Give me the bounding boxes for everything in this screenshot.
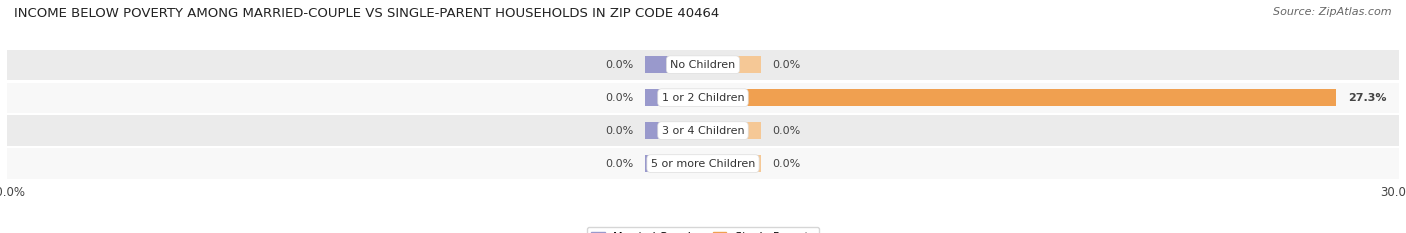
Bar [645,89,703,106]
Text: 5 or more Children: 5 or more Children [651,159,755,169]
Text: 1 or 2 Children: 1 or 2 Children [662,93,744,103]
Bar [703,122,761,139]
Bar [703,155,761,172]
Text: 0.0%: 0.0% [773,60,801,70]
Text: No Children: No Children [671,60,735,70]
Bar [7,148,1399,179]
Bar [645,56,703,73]
Text: 0.0%: 0.0% [605,126,633,136]
Bar [645,155,703,172]
Bar [645,122,703,139]
Bar [7,82,1399,113]
Text: 0.0%: 0.0% [773,159,801,169]
Text: 0.0%: 0.0% [605,93,633,103]
Bar [703,56,761,73]
Text: 3 or 4 Children: 3 or 4 Children [662,126,744,136]
Text: INCOME BELOW POVERTY AMONG MARRIED-COUPLE VS SINGLE-PARENT HOUSEHOLDS IN ZIP COD: INCOME BELOW POVERTY AMONG MARRIED-COUPL… [14,7,720,20]
Text: 0.0%: 0.0% [605,159,633,169]
Text: 0.0%: 0.0% [605,60,633,70]
Bar [7,116,1399,146]
Bar [703,89,1336,106]
Text: Source: ZipAtlas.com: Source: ZipAtlas.com [1274,7,1392,17]
Legend: Married Couples, Single Parents: Married Couples, Single Parents [586,227,820,233]
Bar [7,50,1399,80]
Text: 0.0%: 0.0% [773,126,801,136]
Text: 27.3%: 27.3% [1348,93,1386,103]
